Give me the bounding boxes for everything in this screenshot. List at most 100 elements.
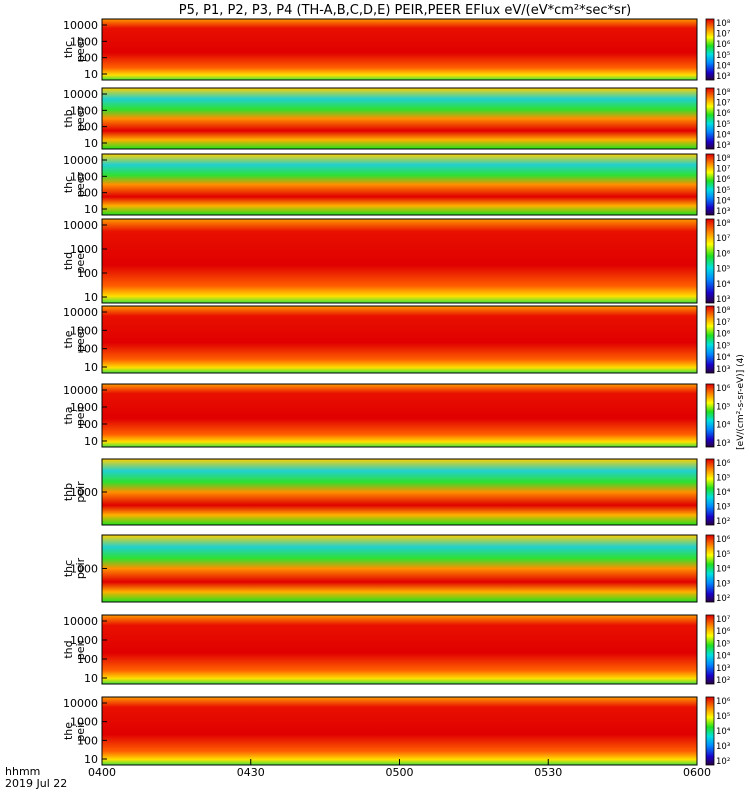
y-tick-label: 1000 [70, 243, 98, 256]
y-tick-label: 10000 [63, 219, 98, 232]
colorbar-tick-label: 10⁴ [716, 130, 731, 140]
y-tick-label: 10 [84, 361, 98, 374]
y-tick-label: 1000 [70, 170, 98, 183]
colorbar-tick-label: 10⁶ [716, 384, 731, 394]
x-tick-label: 0500 [386, 766, 414, 779]
y-tick-label: 1000 [70, 104, 98, 117]
panel-frame [101, 614, 698, 685]
colorbar-tick-label: 10⁵ [716, 712, 730, 722]
x-tick-label: 0430 [237, 766, 265, 779]
colorbar-tick-label: 10⁶ [716, 627, 731, 637]
colorbar-tick-label: 10³ [716, 503, 730, 513]
colorbar-tick-label: 10³ [716, 207, 730, 217]
colorbar-tick-label: 10⁵ [716, 51, 730, 61]
colorbar-tick-label: 10⁷ [716, 234, 731, 244]
colorbar-tick-label: 10⁴ [716, 727, 731, 737]
panel-species-label: peir [74, 638, 87, 660]
y-tick-label: 10 [84, 68, 98, 81]
panel-probe-label: thc [62, 176, 75, 193]
colorbar-tick-label: 10⁶ [716, 109, 731, 119]
panel-probe-label: thc [62, 41, 75, 58]
colorbar-tick-label: 10⁶ [716, 330, 731, 340]
colorbar-tick-label: 10⁵ [716, 120, 730, 130]
panel-probe-label: thb [62, 483, 75, 501]
colorbar-tick-label: 10⁴ [716, 652, 731, 662]
panel-species-label: peer [74, 327, 87, 353]
y-tick-label: 1000 [70, 401, 98, 414]
colorbar-tick-label: 10⁶ [716, 175, 731, 185]
colorbar-tick-label: 10⁴ [716, 353, 731, 363]
spectrogram-panel-image [102, 154, 697, 215]
panel-species-label: peir [74, 557, 87, 579]
panel-species-label: peer [74, 106, 87, 132]
colorbar-tick-label: 10⁴ [716, 196, 731, 206]
panel-species-label: peer [74, 172, 87, 198]
colorbar-tick-label: 10² [716, 757, 730, 767]
spectrogram-panel-image [102, 459, 697, 525]
y-tick-label: 10000 [63, 306, 98, 319]
colorbar-tick-label: 10⁷ [716, 30, 731, 40]
colorbar-tick-label: 10⁸ [716, 154, 731, 164]
colorbar-tick-label: 10² [716, 517, 730, 527]
colorbar-tick-label: 10⁵ [716, 550, 730, 560]
x-tick-label: 0530 [534, 766, 562, 779]
panel-frame [101, 87, 698, 150]
colorbar-tick-label: 10³ [716, 141, 730, 151]
y-tick-label: 100 [77, 187, 98, 200]
y-tick-label: 100 [77, 653, 98, 666]
colorbar-tick-label: 10⁴ [716, 61, 731, 71]
panel-probe-label: thb [62, 109, 75, 127]
y-tick-label: 100 [77, 52, 98, 65]
y-tick-label: 1000 [70, 716, 98, 729]
spectrogram-panel-image [102, 615, 697, 684]
y-tick-label: 100 [77, 267, 98, 280]
colorbar-tick-label: 10⁵ [716, 186, 730, 196]
colorbar [705, 87, 715, 150]
colorbar [705, 218, 715, 304]
colorbar-tick-label: 10⁵ [716, 341, 730, 351]
y-tick-label: 10000 [63, 697, 98, 710]
panel-probe-label: thd [62, 640, 75, 658]
colorbar [705, 18, 715, 81]
spectrogram-panel-image [102, 19, 697, 80]
spectrogram-panel-image [102, 219, 697, 303]
colorbar-tick-label: 10⁷ [716, 99, 731, 109]
colorbar-tick-label: 10⁵ [716, 474, 730, 484]
panel-frame [101, 153, 698, 216]
panel-probe-label: tha [62, 406, 75, 424]
panel-species-label: peir [74, 404, 87, 426]
y-tick-label: 10000 [63, 154, 98, 167]
y-tick-label: 10000 [63, 88, 98, 101]
y-tick-label: 10000 [63, 615, 98, 628]
spectrogram-panel-image [102, 697, 697, 765]
y-tick-label: 10 [84, 291, 98, 304]
colorbar-tick-label: 10⁴ [716, 488, 731, 498]
y-tick-label: 1000 [70, 563, 98, 576]
colorbar-tick-label: 10⁶ [716, 697, 731, 707]
colorbar-tick-label: 10⁸ [716, 306, 731, 316]
colorbar-tick-label: 10⁶ [716, 459, 731, 469]
colorbar-tick-label: 10³ [716, 72, 730, 82]
colorbar [705, 458, 715, 526]
colorbar-tick-label: 10⁸ [716, 219, 731, 229]
colorbar-label: [eV/(cm²-s-sr-eV)] (4) [736, 354, 746, 450]
x-axis-ticks: 0400 0430 0500 0530 0600 [88, 759, 711, 779]
panel-probe-label: thd [62, 252, 75, 270]
colorbar [705, 614, 715, 685]
colorbar-tick-label: 10⁵ [716, 265, 730, 275]
x-axis-label-line2: 2019 Jul 22 [5, 777, 67, 790]
y-tick-label: 10 [84, 137, 98, 150]
y-tick-label: 1000 [70, 634, 98, 647]
colorbar-tick-label: 10⁴ [716, 421, 731, 431]
colorbar [705, 383, 715, 448]
colorbar-tick-label: 10⁴ [716, 565, 731, 575]
colorbar-tick-label: 10² [716, 594, 730, 604]
panel-frame [101, 218, 698, 304]
y-tick-label: 100 [77, 121, 98, 134]
x-axis-label-line1: hhmm [5, 765, 40, 778]
colorbar-tick-label: 10⁶ [716, 249, 731, 259]
y-tick-label: 10000 [63, 384, 98, 397]
y-tick-label: 10000 [63, 19, 98, 32]
y-tick-label: 1000 [70, 486, 98, 499]
